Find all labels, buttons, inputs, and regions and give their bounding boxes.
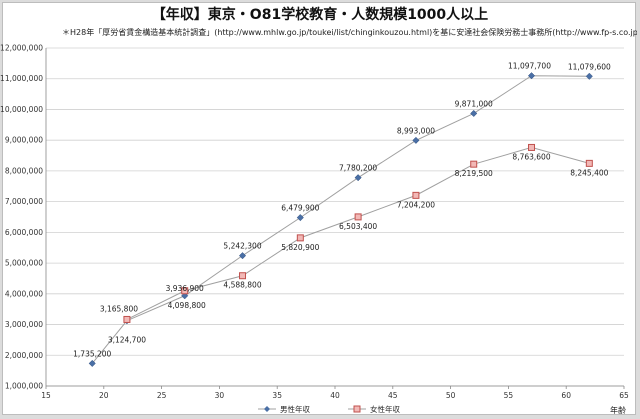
female-point bbox=[123, 315, 131, 323]
male-data-label: 3,124,700 bbox=[108, 336, 146, 345]
male-point bbox=[354, 174, 362, 182]
y-tick-label: 11,000,000 bbox=[0, 74, 43, 83]
female-point bbox=[181, 287, 189, 295]
male-point bbox=[88, 359, 96, 367]
label-layer: 1,735,200 3,124,700 3,936,900 5,242,300 6,47… bbox=[73, 62, 611, 359]
male-data-label: 3,936,900 bbox=[166, 284, 204, 293]
male-data-label: 11,097,700 bbox=[508, 62, 551, 71]
legend-marker-female bbox=[353, 405, 361, 413]
grid-layer bbox=[46, 47, 624, 387]
female-data-label: 8,763,600 bbox=[512, 152, 550, 161]
x-tick-label: 40 bbox=[330, 391, 340, 400]
y-tick-label: 1,000,000 bbox=[5, 382, 43, 391]
chart-frame bbox=[2, 2, 636, 415]
y-tick-label: 4,000,000 bbox=[5, 289, 43, 298]
legend-marker-male bbox=[264, 406, 270, 412]
male-data-label: 11,079,600 bbox=[568, 62, 611, 71]
male-data-label: 8,993,000 bbox=[397, 126, 435, 135]
x-tick-label: 55 bbox=[504, 391, 514, 400]
female-data-label: 8,219,500 bbox=[455, 169, 493, 178]
x-tick-label: 20 bbox=[99, 391, 109, 400]
male-point bbox=[470, 109, 478, 117]
y-tick-label: 9,000,000 bbox=[5, 136, 43, 145]
male-data-label: 9,871,000 bbox=[455, 99, 493, 108]
female-point bbox=[528, 143, 536, 151]
series-layer bbox=[88, 72, 593, 367]
female-data-label: 7,204,200 bbox=[397, 200, 435, 209]
female-point bbox=[585, 159, 593, 167]
male-data-label: 1,735,200 bbox=[73, 349, 111, 358]
female-point bbox=[354, 213, 362, 221]
y-tick-label: 2,000,000 bbox=[5, 351, 43, 360]
female-point bbox=[412, 191, 420, 199]
female-data-label: 6,503,400 bbox=[339, 222, 377, 231]
male-data-label: 5,242,300 bbox=[223, 242, 261, 251]
female-point bbox=[239, 272, 247, 280]
male-data-label: 6,479,900 bbox=[281, 204, 319, 213]
x-tick-label: 35 bbox=[272, 391, 282, 400]
male-point bbox=[585, 72, 593, 80]
male-point bbox=[181, 292, 189, 300]
legend-label: 男性年収 bbox=[280, 404, 310, 414]
axis-layer: 1,000,000 2,000,000 3,000,000 4,000,000 5,00… bbox=[0, 44, 629, 416]
x-tick-label: 65 bbox=[619, 391, 629, 400]
male-data-label: 7,780,200 bbox=[339, 164, 377, 173]
female-data-label: 4,098,800 bbox=[168, 301, 206, 310]
y-tick-label: 8,000,000 bbox=[5, 166, 43, 175]
x-tick-label: 30 bbox=[215, 391, 225, 400]
legend: 男性年収 女性年収 bbox=[258, 404, 400, 414]
chart-title: 【年収】東京・O81学校教育・人数規模1000人以上 bbox=[151, 7, 489, 23]
y-tick-label: 12,000,000 bbox=[0, 44, 43, 53]
male-point bbox=[238, 252, 247, 260]
y-tick-label: 10,000,000 bbox=[0, 105, 43, 114]
legend-label: 女性年収 bbox=[370, 404, 400, 414]
y-tick-label: 7,000,000 bbox=[5, 197, 43, 206]
y-tick-label: 3,000,000 bbox=[5, 320, 43, 329]
female-data-label: 8,245,400 bbox=[570, 168, 608, 177]
series-line-male bbox=[91, 75, 590, 364]
x-tick-label: 45 bbox=[388, 391, 398, 400]
chart-source-note: ＊H28年「厚労省賃金構造基本統計調査」(http://www.mhlw.go.… bbox=[62, 28, 637, 37]
y-tick-label: 5,000,000 bbox=[5, 259, 43, 268]
x-tick-label: 60 bbox=[561, 391, 571, 400]
female-data-label: 4,588,800 bbox=[223, 281, 261, 290]
male-point bbox=[527, 72, 536, 80]
x-axis-label: 年齢 bbox=[610, 405, 626, 415]
female-point bbox=[296, 234, 304, 242]
y-tick-label: 6,000,000 bbox=[5, 228, 43, 237]
male-point bbox=[412, 136, 420, 144]
male-point bbox=[296, 214, 304, 222]
female-data-label: 3,165,800 bbox=[100, 304, 138, 313]
female-point bbox=[470, 160, 478, 168]
x-tick-label: 50 bbox=[446, 391, 456, 400]
x-tick-label: 15 bbox=[41, 391, 51, 400]
female-data-label: 5,820,900 bbox=[281, 243, 319, 252]
x-tick-label: 25 bbox=[157, 391, 167, 400]
